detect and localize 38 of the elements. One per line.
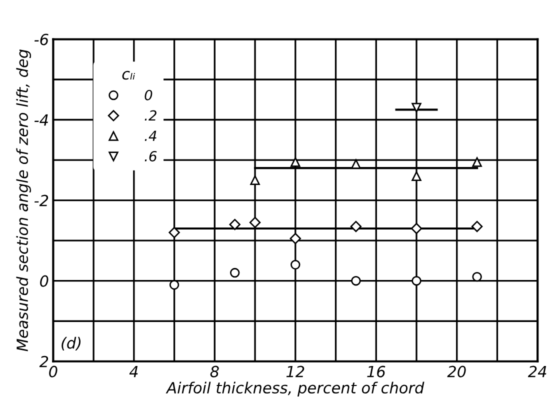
x-tick-label: 24: [528, 366, 546, 378]
legend-label: .4: [144, 130, 156, 141]
x-tick-label: 8: [210, 366, 219, 378]
point: [412, 102, 422, 113]
x-axis-title: Airfoil thickness, percent of chord: [166, 382, 424, 397]
point: [290, 157, 300, 167]
point: [290, 260, 300, 270]
legend-label: .2: [144, 110, 156, 121]
x-tick-label: 20: [447, 366, 466, 378]
annotation: (d): [62, 336, 81, 351]
point: [230, 268, 240, 278]
point: [351, 276, 361, 286]
point: [168, 226, 180, 238]
y-tick-label: -6: [34, 34, 48, 46]
x-tick-label: 16: [367, 366, 386, 378]
point: [350, 220, 362, 232]
x-tick-label: 0: [49, 366, 58, 378]
y-tick-label: -4: [34, 114, 48, 126]
point: [412, 276, 422, 286]
point: [229, 218, 240, 230]
y-axis-title: Measured section angle of zero lift, deg: [16, 49, 32, 352]
point: [169, 280, 180, 290]
point: [249, 216, 261, 228]
point: [412, 171, 422, 182]
point: [472, 272, 482, 282]
y-tick-label: 0: [40, 275, 48, 287]
y-tick-label: -2: [34, 194, 48, 206]
point: [472, 157, 482, 167]
x-tick-label: 12: [286, 366, 304, 378]
point: [410, 222, 422, 234]
point: [471, 220, 483, 232]
y-tick-label: 2: [39, 356, 48, 368]
legend-label: .6: [144, 150, 157, 162]
point: [290, 232, 302, 244]
legend-title: cₗᵢ: [122, 70, 135, 80]
x-tick-label: 4: [129, 366, 138, 378]
point: [250, 175, 260, 186]
legend-label: 0: [144, 90, 152, 100]
